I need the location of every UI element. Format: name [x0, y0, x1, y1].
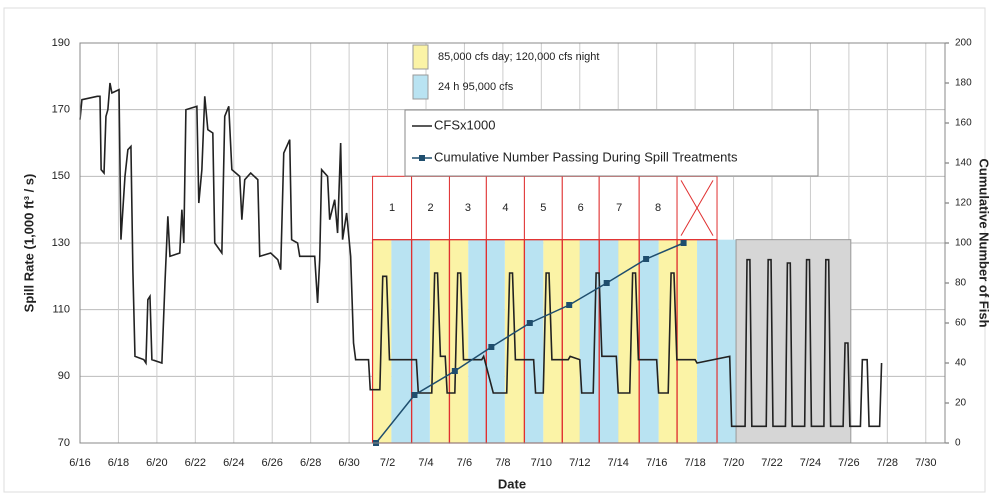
x-tick-label: 6/22 — [185, 457, 206, 469]
x-tick-label: 7/14 — [608, 457, 629, 469]
treatment-band — [411, 239, 430, 443]
treatment-band — [543, 239, 563, 443]
y2-tick-label: 80 — [955, 278, 967, 289]
treatment-band — [449, 239, 469, 443]
y2-tick-label: 120 — [955, 198, 972, 209]
treatment-band — [639, 239, 659, 443]
block-label-cell — [372, 175, 413, 241]
x-tick-label: 7/6 — [457, 457, 472, 469]
treatment-band — [486, 239, 505, 443]
block-label: 2 — [427, 202, 433, 214]
x-tick-label: 6/24 — [223, 457, 244, 469]
block-label-cell — [561, 175, 600, 241]
treatment-band — [391, 239, 412, 443]
x-tick-label: 7/26 — [838, 457, 859, 469]
x-tick-label: 6/28 — [300, 457, 321, 469]
y2-tick-label: 140 — [955, 158, 972, 169]
treatment-band — [717, 239, 737, 443]
block-label: 6 — [578, 202, 584, 214]
x-tick-label: 7/28 — [877, 457, 898, 469]
treatment-band — [618, 239, 640, 443]
series-line — [79, 82, 883, 428]
y2-tick-label: 20 — [955, 398, 967, 409]
y2-tick-label: 100 — [955, 238, 972, 249]
legend-label: 24 h 95,000 cfs — [438, 81, 514, 93]
x-tick-label: 7/10 — [531, 457, 552, 469]
x-tick-label: 7/4 — [418, 457, 433, 469]
block-label-cell — [448, 175, 487, 241]
y2-tick-label: 60 — [955, 318, 967, 329]
block-label: 5 — [540, 202, 546, 214]
x-tick-label: 6/20 — [146, 457, 167, 469]
block-label: 3 — [465, 202, 471, 214]
y2-tick-label: 160 — [955, 118, 972, 129]
block-label-cell — [485, 175, 525, 241]
treatment-band — [599, 239, 619, 443]
block-label-cell — [638, 175, 678, 241]
block-label-cell — [598, 175, 640, 241]
y-tick-label: 150 — [52, 170, 70, 182]
treatment-band — [468, 239, 487, 443]
x-tick-label: 6/30 — [338, 457, 359, 469]
legend-label: CFSx1000 — [434, 117, 495, 132]
y-tick-label: 130 — [52, 237, 70, 249]
x-tick-label: 7/8 — [495, 457, 510, 469]
series-marker — [488, 344, 495, 350]
y-tick-label: 110 — [52, 304, 70, 316]
treatment-band — [562, 239, 580, 443]
y-tick-label: 70 — [58, 437, 70, 449]
x-tick-label: 7/18 — [684, 457, 705, 469]
series-marker — [451, 368, 458, 374]
x-tick-label: 6/16 — [69, 457, 90, 469]
series-marker — [411, 392, 418, 398]
treatment-band — [579, 239, 600, 443]
treatment-band — [677, 239, 698, 443]
legend-marker — [419, 155, 425, 161]
x-tick-label: 7/12 — [569, 457, 590, 469]
legend-label: 85,000 cfs day; 120,000 cfs night — [438, 51, 599, 63]
y-tick-label: 170 — [52, 104, 70, 116]
x-tick-label: 6/26 — [262, 457, 283, 469]
series-marker — [526, 320, 533, 326]
x-tick-label: 7/22 — [761, 457, 782, 469]
block-label: 8 — [655, 202, 661, 214]
x-tick-label: 7/16 — [646, 457, 667, 469]
block-label: 1 — [389, 202, 395, 214]
series-marker — [566, 302, 573, 308]
plot-frame — [79, 42, 946, 444]
y-axis-title: Spill Rate (1,000 ft³ / s) — [21, 174, 36, 313]
legend-patch — [412, 74, 429, 100]
block-label: 7 — [616, 202, 622, 214]
x-axis-title: Date — [498, 476, 526, 491]
treatment-band — [658, 239, 678, 443]
chart-frame — [3, 7, 986, 493]
x-tick-label: 7/2 — [380, 457, 395, 469]
x-tick-label: 7/24 — [800, 457, 821, 469]
x-tick-label: 7/30 — [915, 457, 936, 469]
legend-patch — [412, 44, 429, 70]
y2-axis-title: Cumulative Number of Fish — [977, 158, 990, 327]
y-tick-label: 190 — [52, 37, 70, 49]
legend-label: Cumulative Number Passing During Spill T… — [434, 149, 738, 164]
x-tick-label: 7/20 — [723, 457, 744, 469]
y2-tick-label: 180 — [955, 78, 972, 89]
legend-box — [404, 109, 819, 177]
gray-region — [735, 239, 852, 444]
series-marker — [680, 240, 687, 246]
series-marker — [643, 256, 650, 262]
y2-tick-label: 40 — [955, 358, 967, 369]
block-label: 4 — [502, 202, 508, 214]
y-tick-label: 90 — [58, 370, 70, 382]
block-cross — [680, 180, 714, 236]
series-marker — [603, 280, 610, 286]
x-tick-label: 6/18 — [108, 457, 129, 469]
y2-tick-label: 0 — [955, 438, 961, 449]
treatment-band — [697, 239, 718, 443]
treatment-band — [524, 239, 544, 443]
y2-tick-label: 200 — [955, 38, 972, 49]
